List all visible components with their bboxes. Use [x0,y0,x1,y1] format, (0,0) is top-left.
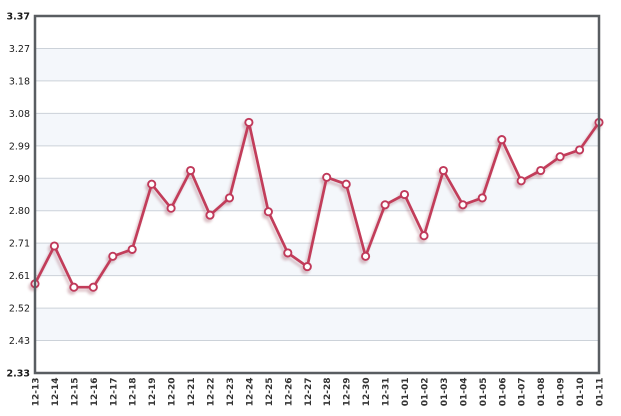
y-axis-tick-label: 2.33 [7,369,30,380]
x-axis-tick-label: 12-31 [382,378,392,407]
data-point-marker [380,200,390,210]
x-axis-tick-label: 12-26 [284,378,294,407]
x-axis-tick-label: 12-23 [226,378,236,407]
data-point-marker [322,172,332,182]
x-axis-tick-label: 01-03 [440,378,450,407]
x-axis-tick-label: 01-02 [420,378,430,407]
data-point-marker [88,282,98,292]
data-point-marker [497,135,507,145]
x-axis-tick-label: 01-09 [557,378,567,407]
y-axis-tick-label: 2.52 [9,304,30,315]
background-band [35,113,599,146]
y-axis-tick-label: 3.27 [9,44,30,55]
data-point-marker [555,152,565,162]
y-axis-labels: 3.37 3.27 3.18 3.08 2.99 2.90 2.80 2.71 2.61 2.52… [7,12,30,380]
x-axis-tick-label: 12-22 [207,378,217,407]
x-axis-tick-label: 01-11 [596,378,606,407]
data-point-marker [147,179,157,189]
background-band [35,275,599,309]
x-axis-tick-label: 12-17 [109,378,119,407]
x-axis-tick-label: 12-19 [148,378,158,407]
data-point-marker [224,193,235,203]
y-axis-tick-label: 3.18 [9,76,30,87]
x-axis-tick-label: 12-30 [362,378,372,407]
data-point-marker [127,244,137,254]
data-point-marker [205,210,215,220]
x-axis-tick-label: 12-21 [187,378,197,407]
data-point-marker [399,189,410,200]
data-point-marker [263,207,273,217]
x-axis-tick-label: 01-04 [459,378,469,407]
background-band [35,80,599,114]
background-band [35,243,599,276]
x-axis-tick-label: 01-06 [498,378,508,407]
data-point-marker [244,117,254,127]
background-band [35,308,599,341]
data-point-marker [458,200,468,210]
x-axis-tick-label: 12-20 [168,378,178,407]
data-point-marker [49,241,59,251]
data-point-marker [283,248,293,258]
background-band [35,340,599,373]
y-axis-tick-label: 2.71 [9,239,30,250]
y-axis-tick-label: 2.90 [9,174,30,185]
x-axis-tick-label: 12-29 [343,378,353,407]
x-axis-tick-label: 12-14 [51,378,61,407]
data-point-marker [361,251,371,261]
x-axis-tick-label: 12-16 [90,378,100,407]
data-point-marker [108,251,118,261]
plot-border [33,14,601,375]
background-band [35,16,599,49]
y-axis-tick-label: 3.37 [7,12,30,23]
data-point-marker [166,203,176,213]
plot-background-bands [35,16,599,373]
x-axis-tick-label: 01-05 [479,377,489,406]
data-point-marker [419,231,429,241]
x-axis-tick-label: 12-24 [245,378,255,407]
gridlines [35,47,599,342]
data-point-marker [302,262,312,272]
data-point-marker [69,282,79,292]
data-point-marker [438,165,448,176]
y-axis-tick-label: 2.99 [9,141,30,152]
background-band [35,48,599,81]
y-axis-tick-label: 2.61 [9,271,30,282]
x-axis-tick-label: 12-25 [265,378,275,407]
data-line-group [30,117,604,292]
x-axis-tick-label: 01-01 [401,378,411,407]
x-axis-tick-label: 12-27 [304,378,314,407]
background-band [35,178,599,211]
x-axis-tick-label: 01-10 [576,378,586,407]
y-axis-tick-label: 2.80 [9,206,30,217]
x-axis-tick-label: 12-18 [129,378,139,407]
data-point-marker [575,145,585,155]
x-axis-tick-label: 01-08 [537,378,547,407]
x-axis-tick-label: 12-13 [32,378,42,407]
x-axis-tick-label: 12-28 [323,378,333,407]
x-axis-tick-label: 12-15 [70,378,80,407]
data-point-marker [341,179,351,189]
data-point-marker [516,176,526,186]
background-band [35,145,599,179]
y-axis-tick-label: 2.43 [9,336,30,347]
x-axis-tick-label: 01-07 [518,378,528,407]
y-axis-tick-label: 3.08 [9,109,30,120]
data-point-marker [477,193,487,203]
data-point-marker [536,165,546,176]
x-axis-labels: 12-13 12-14 12-15 12-16 12-17 12-18 12-19 12-20… [32,377,606,406]
data-point-marker [186,165,196,176]
